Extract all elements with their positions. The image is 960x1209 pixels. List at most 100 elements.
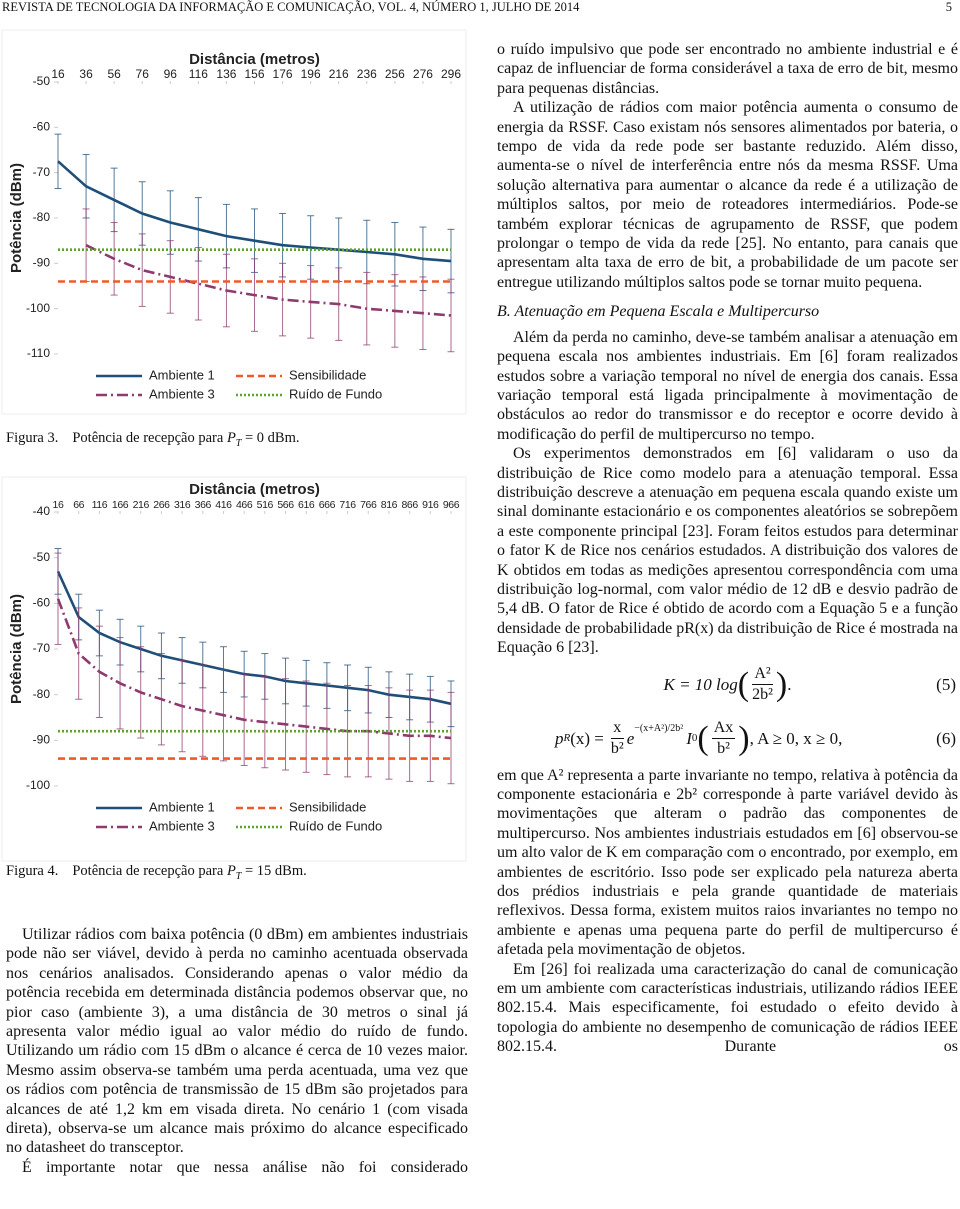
x-tick-label: 166 bbox=[112, 499, 129, 511]
error-bar bbox=[194, 246, 202, 321]
caption-text: T bbox=[235, 437, 242, 449]
figure-4-caption: Figura 4. Potência de recepção para PT = … bbox=[6, 863, 307, 882]
y-tick-label: -100 bbox=[26, 301, 50, 315]
y-tick-label: -40 bbox=[33, 504, 51, 518]
y-tick-label: -100 bbox=[26, 778, 50, 792]
legend-label: Ruído de Fundo bbox=[289, 818, 382, 833]
x-tick-label: 36 bbox=[79, 67, 93, 81]
caption-text: = 15 dBm. bbox=[241, 863, 307, 879]
y-tick-label: -50 bbox=[33, 550, 51, 564]
caption-label: Figura 4. bbox=[6, 863, 59, 879]
x-tick-label: 666 bbox=[319, 499, 336, 511]
legend-label: Sensibilidade bbox=[289, 799, 366, 814]
caption-text: Potência de recepção para bbox=[72, 430, 227, 446]
x-tick-label: 196 bbox=[301, 67, 321, 81]
x-tick-label: 176 bbox=[273, 67, 293, 81]
x-tick-label: 766 bbox=[360, 499, 377, 511]
eq-paren: ) bbox=[738, 719, 750, 757]
x-tick-label: 566 bbox=[277, 499, 294, 511]
caption-text: P bbox=[226, 863, 236, 879]
eq-number: (5) bbox=[936, 674, 956, 694]
eq-den: 2b² bbox=[752, 686, 773, 704]
paragraph: Em [26] foi realizada uma caracterização… bbox=[497, 960, 958, 1056]
error-bar bbox=[447, 278, 455, 353]
eq-text: , A ≥ 0, x ≥ 0, bbox=[749, 728, 843, 748]
eq-paren: ( bbox=[737, 665, 750, 703]
x-tick-label: 716 bbox=[339, 499, 356, 511]
x-tick-label: 116 bbox=[92, 499, 108, 511]
eq-text: (x) = bbox=[570, 728, 604, 748]
chart-background bbox=[1, 476, 467, 862]
x-tick-label: 266 bbox=[153, 499, 170, 511]
chart-title: Distância (metros) bbox=[189, 51, 320, 68]
series-line bbox=[85, 244, 452, 317]
eq-fraction: Ax b² bbox=[711, 718, 736, 759]
x-tick-label: 216 bbox=[329, 67, 349, 81]
figure-4-chart: Distância (metros) Potência (dBm) 16 66 116 1… bbox=[1, 476, 467, 862]
x-tick-label: 16 bbox=[51, 67, 65, 81]
eq-text: e bbox=[626, 728, 635, 748]
y-axis-label: Potência (dBm) bbox=[8, 594, 25, 704]
paragraph: Além da perda no caminho, deve-se também… bbox=[497, 328, 958, 443]
eq-den: b² bbox=[717, 740, 730, 758]
paragraph: em que A² representa a parte invariante … bbox=[497, 766, 958, 959]
x-tick-label: 276 bbox=[413, 67, 433, 81]
legend-label: Ambiente 3 bbox=[149, 818, 215, 833]
section-heading: B. Atenuação em Pequena Escala e Multipe… bbox=[497, 303, 820, 321]
left-column: Utilizar rádios com baixa potência (0 dB… bbox=[6, 925, 468, 1177]
legend-label: Ambiente 1 bbox=[149, 799, 215, 814]
x-tick-label: 96 bbox=[164, 67, 178, 81]
x-tick-label: 966 bbox=[443, 499, 460, 511]
y-tick-label: -70 bbox=[33, 165, 51, 179]
eq-num: x bbox=[610, 718, 624, 740]
paragraph: A utilização de rádios com maior potênci… bbox=[497, 99, 958, 291]
x-tick-label: 316 bbox=[174, 499, 191, 511]
error-bar bbox=[54, 552, 62, 645]
eq-paren: ) bbox=[775, 665, 788, 703]
eq-sub: 0 bbox=[691, 731, 698, 744]
eq-fraction: A² 2b² bbox=[752, 664, 773, 705]
x-tick-label: 156 bbox=[244, 67, 264, 81]
x-tick-label: 516 bbox=[257, 499, 274, 511]
x-tick-label: 116 bbox=[189, 67, 208, 81]
caption-text: Potência de recepção para bbox=[72, 863, 227, 879]
x-tick-label: 466 bbox=[236, 499, 253, 511]
caption-text: P bbox=[226, 430, 236, 446]
y-tick-label: -90 bbox=[33, 256, 51, 270]
x-tick-label: 236 bbox=[357, 67, 377, 81]
page-number: 5 bbox=[945, 0, 952, 14]
y-tick-label: -60 bbox=[33, 596, 51, 610]
chart-title: Distância (metros) bbox=[189, 481, 320, 498]
eq-text: I bbox=[686, 728, 692, 748]
y-tick-label: -80 bbox=[33, 687, 51, 701]
legend-label: Ruído de Fundo bbox=[289, 386, 382, 401]
eq-text: K = 10 log bbox=[663, 674, 738, 694]
right-column: o ruído impulsivo que pode ser encontrad… bbox=[497, 40, 958, 1057]
legend-label: Ambiente 3 bbox=[149, 386, 215, 401]
x-tick-label: 416 bbox=[215, 499, 232, 511]
series-line bbox=[56, 598, 452, 740]
x-tick-label: 66 bbox=[73, 499, 84, 511]
series-line bbox=[56, 570, 452, 706]
figure-3-caption: Figura 3. Potência de recepção para PT = … bbox=[6, 430, 300, 449]
y-tick-label: -60 bbox=[33, 120, 51, 134]
y-tick-label: -80 bbox=[33, 210, 51, 224]
legend-label: Ambiente 1 bbox=[149, 367, 215, 382]
eq-fraction: x b² bbox=[610, 718, 624, 759]
x-tick-label: 616 bbox=[298, 499, 315, 511]
x-tick-label: 216 bbox=[133, 499, 150, 511]
x-tick-label: 296 bbox=[441, 67, 461, 81]
eq-text: p bbox=[555, 728, 564, 748]
y-tick-label: -50 bbox=[33, 74, 51, 88]
paragraph: É importante notar que nessa análise não… bbox=[22, 1158, 468, 1176]
y-tick-label: -70 bbox=[33, 641, 51, 655]
paragraph: Utilizar rádios com baixa potência (0 dB… bbox=[6, 926, 468, 1157]
x-tick-label: 136 bbox=[216, 67, 236, 81]
eq-num: A² bbox=[752, 664, 773, 686]
eq-num: Ax bbox=[711, 718, 736, 740]
x-tick-label: 256 bbox=[385, 67, 405, 81]
x-tick-label: 76 bbox=[136, 67, 150, 81]
error-bar bbox=[138, 233, 146, 307]
eq-exponent: −(x+A²)/2b² bbox=[634, 722, 684, 734]
